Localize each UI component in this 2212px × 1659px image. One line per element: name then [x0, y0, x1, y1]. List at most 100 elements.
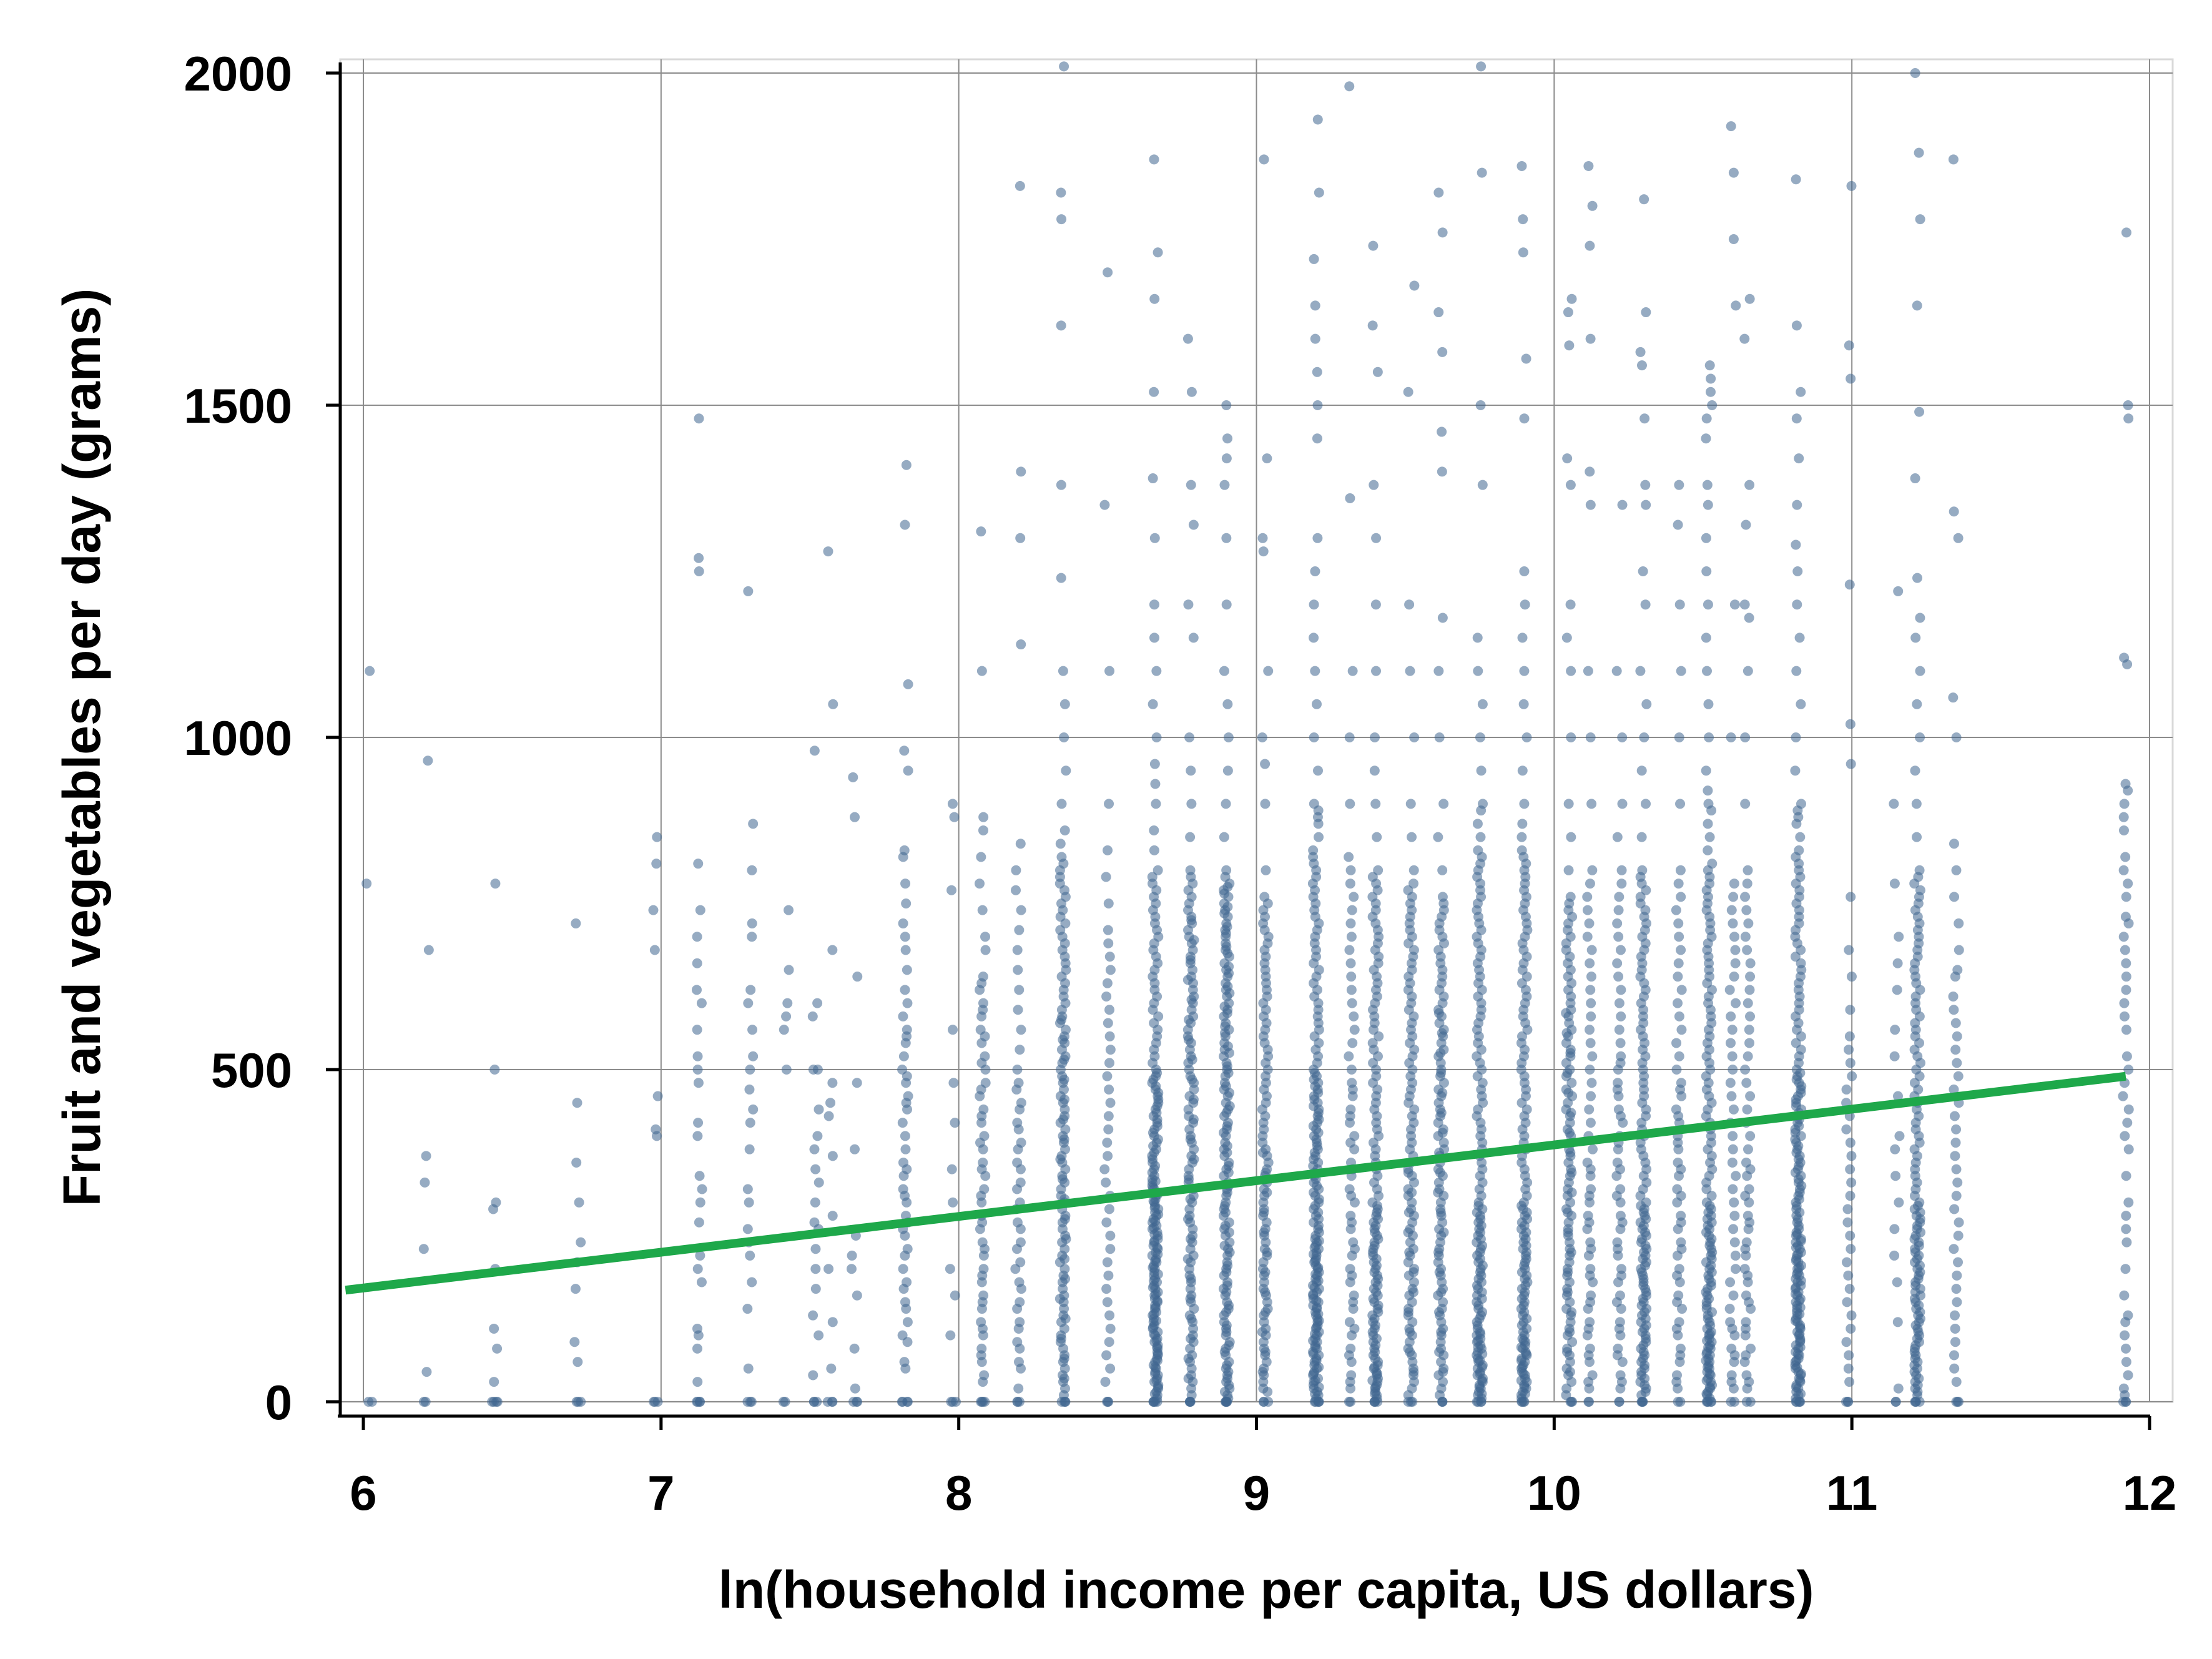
data-point: [850, 812, 860, 822]
data-point: [1952, 1297, 1962, 1307]
data-point: [1345, 1138, 1356, 1148]
data-point: [1889, 879, 1900, 889]
data-point: [1586, 1091, 1596, 1101]
data-point: [1347, 1084, 1358, 1095]
data-point: [1703, 938, 1713, 948]
data-point: [1910, 68, 1920, 78]
data-point: [1476, 1124, 1487, 1135]
data-point: [1910, 1018, 1920, 1028]
data-point: [1676, 892, 1686, 902]
data-point: [1616, 1270, 1626, 1281]
data-point: [1222, 922, 1232, 932]
data-point: [1372, 938, 1383, 948]
data-point: [1846, 180, 1857, 191]
data-point: [418, 1244, 429, 1254]
data-point: [901, 1304, 912, 1314]
data-point: [1344, 732, 1355, 742]
data-point: [1726, 1011, 1736, 1021]
data-point: [1724, 1304, 1735, 1314]
data-point: [1846, 1310, 1857, 1321]
data-point: [1637, 1058, 1648, 1068]
data-point: [1744, 985, 1755, 995]
data-point: [1148, 1005, 1158, 1015]
data-point: [810, 1164, 821, 1174]
data-point: [1473, 1201, 1484, 1211]
data-point: [977, 905, 988, 915]
data-point: [1312, 400, 1323, 410]
data-point: [1012, 1217, 1023, 1228]
data-point: [1405, 1327, 1415, 1337]
data-point: [1151, 952, 1161, 962]
data-point: [1437, 1128, 1448, 1138]
data-point: [1438, 799, 1449, 809]
data-point: [1437, 1088, 1448, 1098]
data-point: [1954, 918, 1964, 928]
data-point: [1015, 1177, 1026, 1188]
data-point: [1056, 573, 1066, 583]
data-point: [1103, 898, 1114, 908]
data-point: [1220, 1021, 1231, 1031]
data-point: [1741, 1078, 1752, 1088]
data-point: [1843, 1270, 1854, 1281]
data-point: [1220, 872, 1231, 882]
data-point: [900, 1144, 911, 1154]
data-point: [1704, 1031, 1715, 1041]
data-point: [902, 1317, 913, 1327]
data-point: [1346, 972, 1357, 982]
data-point: [1743, 1144, 1753, 1154]
data-point: [1728, 918, 1738, 928]
scatter-points: [361, 61, 2134, 1407]
data-point: [1744, 613, 1754, 623]
data-point: [1059, 1254, 1070, 1264]
data-point: [1913, 1201, 1924, 1211]
data-point: [1728, 1131, 1738, 1141]
data-point: [1189, 1084, 1199, 1095]
data-point: [1015, 1317, 1025, 1327]
data-point: [1674, 599, 1685, 610]
data-point: [1437, 1028, 1447, 1038]
data-point: [1846, 1244, 1856, 1254]
data-point: [1149, 845, 1159, 855]
data-point: [1438, 1367, 1448, 1377]
data-point: [1563, 1177, 1574, 1188]
data-point: [1149, 533, 1160, 543]
data-point: [1407, 965, 1417, 975]
data-point: [1473, 845, 1483, 855]
data-point: [1701, 566, 1712, 576]
data-point: [1894, 1131, 1905, 1141]
data-point: [1015, 533, 1026, 543]
data-point: [2118, 812, 2129, 822]
data-point: [1796, 386, 1806, 397]
data-point: [809, 1217, 820, 1228]
data-point: [1519, 885, 1530, 895]
data-point: [808, 1310, 818, 1321]
data-point: [1671, 1065, 1682, 1075]
data-point: [1889, 799, 1899, 809]
data-point: [810, 1284, 821, 1294]
data-point: [1585, 333, 1596, 344]
data-point: [1263, 666, 1274, 676]
data-point: [648, 905, 659, 915]
data-point: [1368, 240, 1379, 251]
data-point: [1222, 1373, 1233, 1384]
data-point: [1794, 453, 1804, 464]
data-point: [1105, 1045, 1116, 1055]
data-point: [1151, 732, 1162, 742]
data-point: [694, 1217, 704, 1228]
data-point: [1635, 872, 1646, 882]
data-point: [1184, 1015, 1194, 1025]
data-point: [1348, 1297, 1359, 1307]
data-point: [1437, 347, 1448, 357]
data-point: [1727, 1157, 1738, 1168]
data-point: [1437, 466, 1447, 477]
data-point: [1148, 1058, 1158, 1068]
data-point: [1950, 1151, 1960, 1161]
data-point: [1262, 1045, 1273, 1055]
data-point: [1913, 1084, 1924, 1095]
fit-line: [345, 1071, 2126, 1295]
data-point: [2119, 1290, 2130, 1301]
data-point: [743, 1363, 754, 1374]
data-point: [742, 1304, 753, 1314]
data-point: [1257, 1327, 1267, 1337]
data-point: [1516, 978, 1527, 988]
